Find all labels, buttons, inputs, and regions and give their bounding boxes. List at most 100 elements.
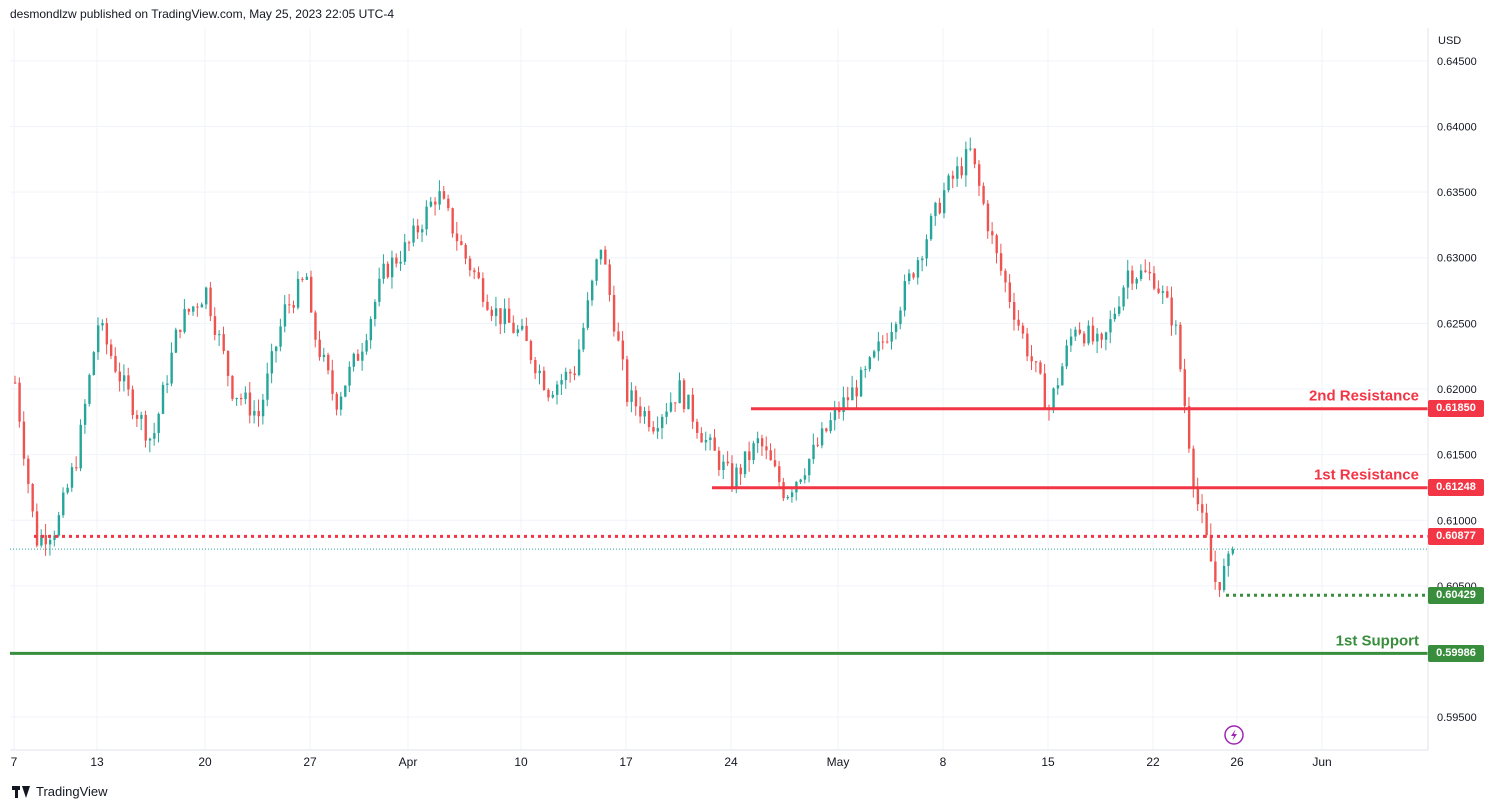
candle-body [717,450,721,470]
candle-body [986,203,990,232]
candle-body [846,397,850,401]
candle-body [921,258,924,261]
candle-body [390,257,394,278]
candle-body [713,437,716,451]
candle-body [1118,306,1121,314]
time-axis[interactable]: 7 13 20 27 Apr 10 17 24 May 8 15 22 26 Jun [11,755,1332,769]
candle-body [656,428,660,432]
candle-body [556,384,559,395]
candle-body [1069,336,1073,346]
candle-body [490,309,493,316]
candle-body [356,353,360,361]
candle-body [148,438,152,441]
candle-body [213,316,217,335]
candle-body [756,438,760,444]
candle-body [235,398,239,400]
candle-body [131,389,134,415]
candle-body [240,398,243,400]
support-price-tag: 0.59986 [1428,644,1484,662]
candle-body [44,535,47,545]
candle-body [322,354,326,358]
candle-body [153,433,156,439]
candle-body [361,351,364,361]
candle-body [266,373,269,400]
price-tick-label: 0.64000 [1437,121,1477,133]
candle-body [1065,345,1068,367]
candle-body [261,399,265,417]
price-tick-label: 0.62000 [1437,384,1477,396]
time-tick-label: 27 [303,755,317,769]
candle-body [118,371,121,382]
candle-body [881,341,885,343]
candle-body [301,278,304,280]
candle-body [170,352,173,384]
candle-body [1187,405,1191,449]
candle-body [674,402,677,404]
candle-body [947,175,950,191]
candle-body [283,304,287,327]
candle-body [507,308,511,323]
candle-body [842,397,845,413]
candle-body [1183,369,1186,406]
candle-body [200,304,204,308]
candle-body [739,467,742,475]
flash-icon[interactable] [1224,725,1244,745]
candle-body [652,427,655,432]
candle-body [109,344,113,357]
candle-body [582,327,585,350]
candle-body [421,229,424,233]
price-tick-label: 0.62500 [1437,318,1477,330]
candle-body [752,443,755,461]
candle-body [825,428,828,432]
candle-body [877,341,880,352]
candle-body [179,329,182,332]
candle-body [969,148,972,150]
candle-body [1214,561,1217,583]
candle-body [127,375,130,390]
candle-body [630,390,633,402]
candle-body [639,406,642,417]
candle-body [48,539,52,545]
candle-body [62,492,65,516]
resistance-dotted-price-tag: 0.60877 [1428,527,1484,545]
candles [14,137,1235,597]
candle-body [403,242,407,262]
candle-body [1039,362,1042,374]
candle-body [66,487,69,493]
candle-body [547,389,550,398]
price-axis[interactable]: 0.64500 0.64000 0.63500 0.63000 0.62500 0.620… [1437,56,1477,724]
candle-body [669,402,673,412]
candle-body [1179,324,1182,370]
candle-body [704,440,708,443]
candle-body [886,341,889,343]
candle-body [183,308,186,332]
price-tick-label: 0.63500 [1437,187,1477,199]
candle-body [851,387,854,401]
candle-body [577,349,581,376]
candle-body [803,475,807,480]
candle-body [187,308,191,312]
candle-body [292,304,295,308]
price-tick-label: 0.64500 [1437,56,1477,68]
candle-body [451,208,454,234]
candle-body [995,235,998,254]
candle-body [617,331,620,341]
candle-body [174,329,178,353]
candle-body [494,308,498,316]
candle-body [442,191,446,199]
time-tick-label: 24 [724,755,738,769]
candle-body [873,351,876,358]
candle-body [314,312,317,340]
footer-brand[interactable]: TradingView [12,784,108,799]
candle-body [327,354,330,371]
candle-body [790,492,794,497]
candle-body [35,511,39,546]
candle-body [373,301,377,320]
candle-body [318,339,321,358]
candle-body [434,201,437,205]
candle-body [991,231,994,236]
candle-body [27,458,30,485]
candle-body [1135,278,1138,284]
candle-body [943,190,946,214]
